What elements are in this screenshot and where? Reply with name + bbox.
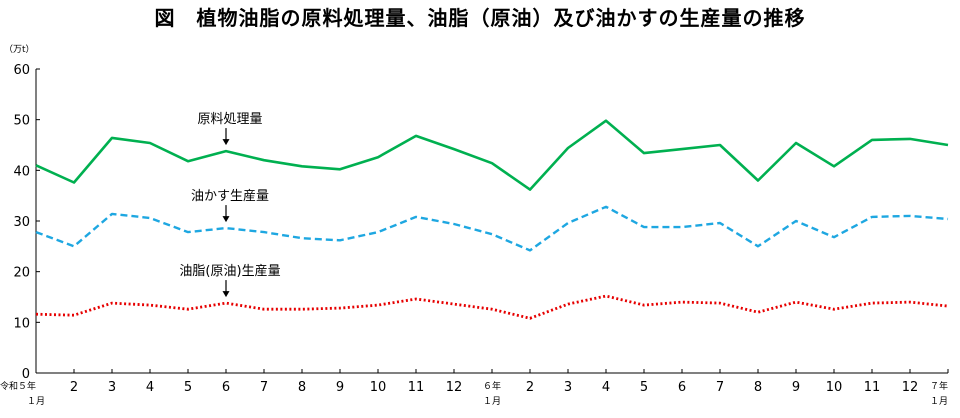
y-axis-ticks: 0 10 20 30 40 50 60 bbox=[13, 63, 40, 382]
x-axis-ticks: 令和５年 １月 2 3 4 5 6 7 8 9 10 11 12 ６年 １月 2 3 4 5 6 7 8 9 10 11 12 ７年… bbox=[0, 369, 949, 407]
x-tick-label: 6 bbox=[222, 380, 230, 395]
x-tick-label: ７年 bbox=[930, 380, 948, 392]
x-tick-label: 11 bbox=[408, 380, 425, 395]
x-tick-label: 12 bbox=[902, 380, 919, 395]
x-tick-label: ６年 bbox=[483, 380, 501, 392]
x-tick-sublabel: １月 bbox=[27, 396, 45, 407]
x-tick-label: 9 bbox=[792, 380, 800, 395]
axes bbox=[35, 69, 948, 374]
x-tick-label: 2 bbox=[70, 380, 78, 395]
annotation-arrowhead bbox=[222, 216, 230, 223]
annotation-label: 油かす生産量 bbox=[191, 188, 269, 204]
series-line-1 bbox=[35, 119, 949, 191]
annotation-arrowhead bbox=[222, 291, 230, 298]
annotation-label: 油脂(原油)生産量 bbox=[179, 263, 280, 279]
y-tick-label: 0 bbox=[22, 367, 30, 382]
x-tick-label: 4 bbox=[146, 380, 154, 395]
x-tick-label: 3 bbox=[564, 380, 572, 395]
x-tick-sublabel: １月 bbox=[483, 396, 501, 407]
x-tick-sublabel: １月 bbox=[930, 396, 948, 407]
series-lines bbox=[35, 119, 949, 320]
x-tick-label: 3 bbox=[108, 380, 116, 395]
x-tick-label: 10 bbox=[370, 380, 387, 395]
x-tick-label: 8 bbox=[298, 380, 306, 395]
x-tick-label: 10 bbox=[826, 380, 843, 395]
x-tick-label: 6 bbox=[678, 380, 686, 395]
annotation-label: 原料処理量 bbox=[197, 112, 262, 127]
y-tick-label: 20 bbox=[13, 266, 30, 281]
x-tick-label: 12 bbox=[446, 380, 463, 395]
chart-title: 図 植物油脂の原料処理量、油脂（原油）及び油かすの生産量の推移 bbox=[154, 6, 806, 30]
x-tick-label: 4 bbox=[602, 380, 610, 395]
y-tick-label: 10 bbox=[13, 316, 30, 331]
x-tick-label: 11 bbox=[864, 380, 881, 395]
series-line-3 bbox=[35, 294, 949, 320]
y-tick-label: 60 bbox=[13, 63, 30, 78]
x-tick-label: 2 bbox=[526, 380, 534, 395]
x-tick-label: 5 bbox=[184, 380, 192, 395]
y-axis-unit-label: （万t） bbox=[4, 44, 35, 55]
y-tick-label: 40 bbox=[13, 164, 30, 179]
x-tick-label: 7 bbox=[260, 380, 268, 395]
y-tick-label: 30 bbox=[13, 215, 30, 230]
x-tick-label: 7 bbox=[716, 380, 724, 395]
y-tick-label: 50 bbox=[13, 114, 30, 129]
series-line-2 bbox=[35, 205, 949, 252]
x-tick-label: 8 bbox=[754, 380, 762, 395]
annotation-arrowhead bbox=[222, 139, 230, 146]
x-tick-label: 9 bbox=[336, 380, 344, 395]
x-tick-label: 5 bbox=[640, 380, 648, 395]
x-tick-label: 令和５年 bbox=[0, 380, 36, 392]
